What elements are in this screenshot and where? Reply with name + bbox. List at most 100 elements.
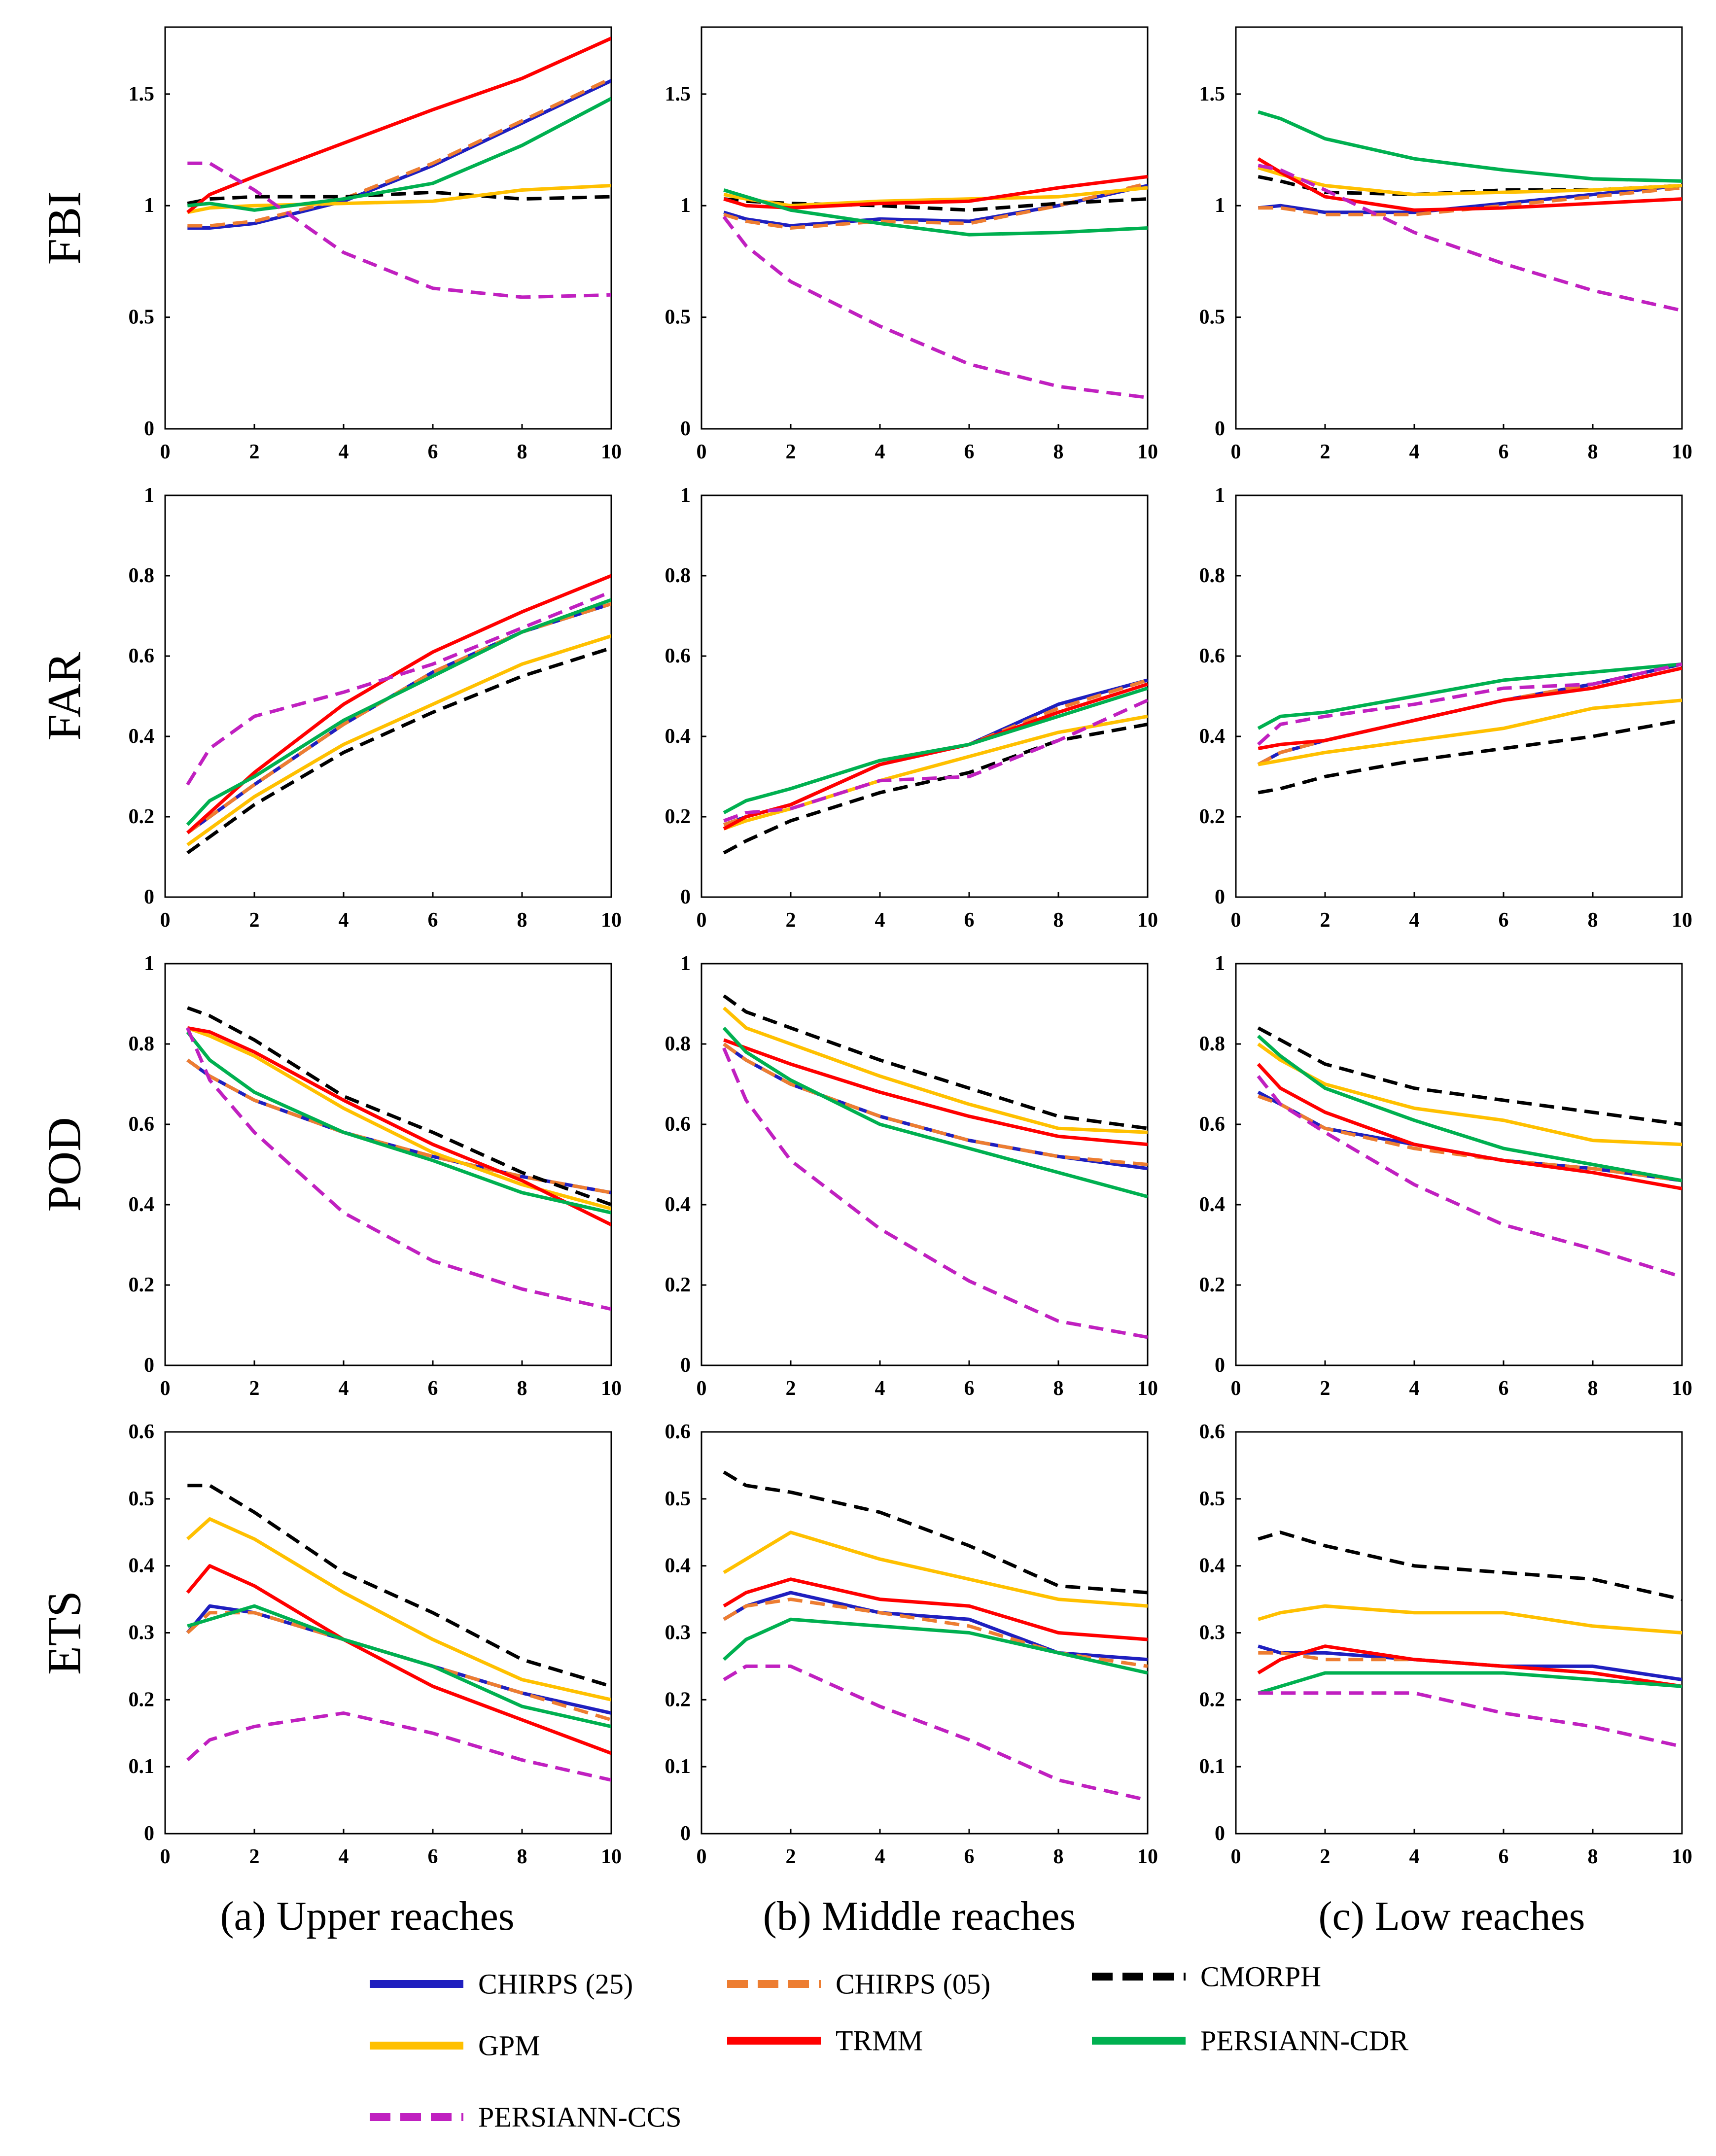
x-tick-label: 8 bbox=[1053, 441, 1064, 463]
series-line-gpm bbox=[186, 634, 611, 846]
x-tick-label: 0 bbox=[1231, 909, 1241, 932]
series-line-persiann-cdr bbox=[723, 188, 1148, 237]
x-tick-label: 2 bbox=[786, 1845, 796, 1868]
column-label-middle: (b) Middle reaches bbox=[763, 1893, 1076, 1939]
x-tick-label: 10 bbox=[601, 909, 622, 932]
y-tick-label: 0.6 bbox=[665, 1113, 691, 1136]
series-line-persiann-cdr bbox=[722, 1617, 1148, 1675]
x-tick-label: 0 bbox=[1231, 441, 1241, 463]
x-tick-label: 4 bbox=[339, 1845, 349, 1868]
x-tick-label: 4 bbox=[339, 441, 349, 463]
x-tick-label: 10 bbox=[1137, 909, 1158, 932]
series-line-cmorph bbox=[186, 646, 611, 855]
plot-frame bbox=[1235, 26, 1683, 430]
series-line-cmorph bbox=[1257, 1026, 1682, 1126]
x-tick-label: 6 bbox=[964, 909, 975, 932]
y-tick-label: 1 bbox=[144, 952, 154, 975]
series-line-gpm bbox=[723, 1530, 1148, 1608]
x-tick-label: 10 bbox=[601, 441, 622, 463]
y-tick-label: 0.2 bbox=[1199, 805, 1226, 828]
series-line-persiann-cdr bbox=[1258, 110, 1682, 183]
x-tick-label: 8 bbox=[1053, 1845, 1064, 1868]
x-tick-label: 8 bbox=[1588, 1845, 1598, 1868]
y-tick-label: 0.1 bbox=[665, 1755, 691, 1778]
series-line-trmm bbox=[723, 1577, 1148, 1641]
series-line-persiann-cdr bbox=[722, 1027, 1148, 1199]
y-tick-label: 0.4 bbox=[1199, 725, 1226, 748]
series-line-persiann-ccs bbox=[1257, 662, 1682, 746]
panel-fbi-low: 0 0.5 1 1.5 0 2 4 6 8 10 bbox=[1199, 26, 1692, 463]
series-line-persiann-ccs bbox=[722, 215, 1148, 400]
x-tick-label: 4 bbox=[1409, 441, 1420, 463]
plot-frame bbox=[1235, 494, 1683, 898]
series-line-gpm bbox=[187, 184, 611, 214]
y-tick-label: 0.2 bbox=[1199, 1688, 1226, 1711]
x-tick-label: 8 bbox=[517, 1377, 527, 1400]
x-tick-label: 0 bbox=[697, 441, 707, 463]
y-tick-label: 0 bbox=[680, 886, 691, 908]
x-tick-label: 2 bbox=[786, 1377, 796, 1400]
x-tick-label: 8 bbox=[517, 441, 527, 463]
x-tick-label: 6 bbox=[1499, 1845, 1509, 1868]
x-tick-label: 0 bbox=[160, 441, 171, 463]
legend-item-trmm: TRMM bbox=[727, 2025, 923, 2057]
x-tick-label: 8 bbox=[1588, 441, 1598, 463]
y-tick-label: 0.8 bbox=[129, 1033, 155, 1055]
y-tick-label: 0 bbox=[144, 417, 154, 440]
series-line-persiann-cdr bbox=[1257, 662, 1682, 730]
panel-fbi-middle: 0 0.5 1 1.5 0 2 4 6 8 10 bbox=[665, 26, 1158, 463]
series-line-trmm bbox=[186, 36, 611, 214]
x-tick-label: 4 bbox=[875, 1845, 885, 1868]
panel-far-low: 00.20.40.60.810 2 4 6 8 10 bbox=[1199, 484, 1693, 932]
x-tick-label: 10 bbox=[1672, 909, 1692, 932]
x-tick-label: 0 bbox=[160, 909, 171, 932]
y-tick-label: 0.5 bbox=[665, 306, 691, 329]
series-line-persiann-ccs bbox=[187, 161, 611, 299]
series-line-gpm bbox=[186, 1517, 611, 1702]
x-tick-label: 6 bbox=[1499, 1377, 1509, 1400]
x-tick-label: 0 bbox=[1231, 1377, 1241, 1400]
x-tick-label: 2 bbox=[1320, 1845, 1331, 1868]
x-tick-label: 10 bbox=[1672, 1377, 1692, 1400]
y-tick-label: 0.8 bbox=[129, 564, 155, 587]
series-lines bbox=[1257, 1026, 1682, 1279]
y-tick-label: 1 bbox=[144, 484, 154, 507]
y-tick-label: 0.2 bbox=[1199, 1274, 1226, 1296]
y-tick-label: 0.8 bbox=[1199, 564, 1226, 587]
column-labels: (a) Upper reaches (b) Middle reaches (c)… bbox=[220, 1893, 1585, 1939]
series-line-trmm bbox=[186, 1564, 611, 1755]
panel-pod-upper: 00.20.40.60.810 2 4 6 8 10 bbox=[129, 952, 622, 1400]
series-line-chirps-25 bbox=[187, 79, 611, 230]
y-tick-label: 0 bbox=[680, 1822, 691, 1845]
y-tick-label: 0.3 bbox=[1199, 1622, 1226, 1644]
x-tick-label: 4 bbox=[1409, 909, 1420, 932]
y-tick-label: 0.2 bbox=[665, 1688, 691, 1711]
series-line-persiann-cdr bbox=[187, 1604, 611, 1729]
panel-ets-middle: 0 0.1 0.2 0.3 0.4 0.5 0.6 0 2 4 6 8 10 bbox=[665, 1421, 1158, 1868]
x-tick-label: 10 bbox=[1137, 1377, 1158, 1400]
x-tick-label: 0 bbox=[160, 1845, 171, 1868]
y-tick-label: 1.5 bbox=[129, 83, 155, 105]
plot-frame bbox=[164, 26, 612, 430]
series-line-trmm bbox=[723, 174, 1148, 210]
series-line-cmorph bbox=[1258, 1530, 1682, 1601]
x-tick-label: 2 bbox=[249, 1377, 260, 1400]
series-line-gpm bbox=[723, 186, 1148, 208]
series-line-persiann-ccs bbox=[1257, 1075, 1682, 1279]
row-label-pod: POD bbox=[38, 1117, 91, 1212]
y-tick-label: 0.6 bbox=[1199, 1421, 1226, 1443]
series-lines bbox=[186, 1006, 611, 1311]
series-line-persiann-cdr bbox=[1257, 1035, 1682, 1182]
y-tick-label: 0.3 bbox=[665, 1622, 691, 1644]
series-line-trmm bbox=[187, 1026, 611, 1226]
series-line-cmorph bbox=[723, 994, 1148, 1130]
y-tick-label: 0.2 bbox=[129, 805, 155, 828]
x-tick-label: 6 bbox=[428, 1377, 438, 1400]
y-tick-label: 0.6 bbox=[665, 1421, 691, 1443]
x-tick-label: 4 bbox=[1409, 1845, 1420, 1868]
y-tick-label: 1.5 bbox=[1199, 83, 1226, 105]
x-tick-label: 8 bbox=[517, 909, 527, 932]
y-tick-label: 0 bbox=[144, 1354, 154, 1377]
panel-pod-middle: 00.20.40.60.810 2 4 6 8 10 bbox=[665, 952, 1158, 1400]
